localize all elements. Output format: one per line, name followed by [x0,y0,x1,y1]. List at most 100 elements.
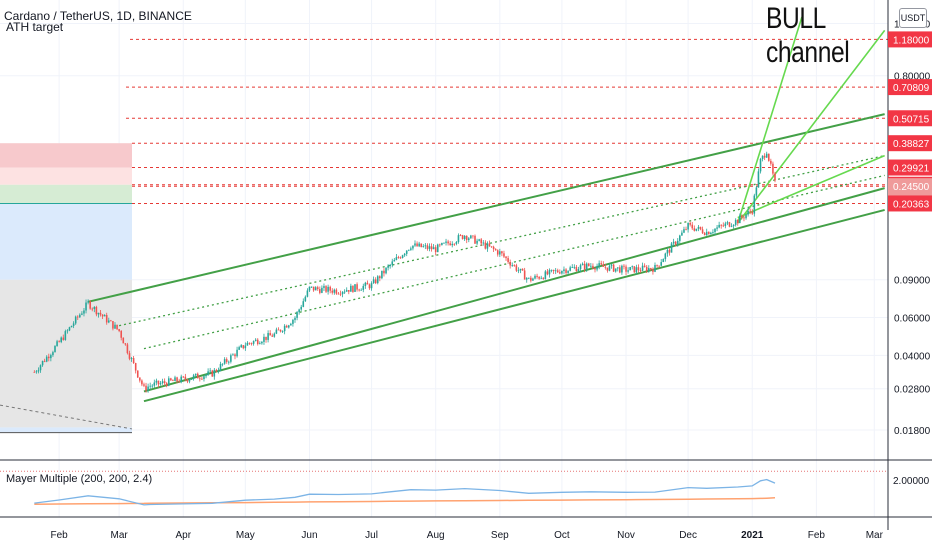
candle-body [149,385,151,387]
candle-body [341,291,344,295]
candle-body [573,266,576,268]
candle-body [407,249,410,251]
candle-body [265,336,267,340]
candle-body [314,287,317,291]
candle-body [676,240,679,245]
candle-body [625,266,627,272]
candle-body [50,355,52,359]
candle-body [227,361,230,363]
candle-body [329,286,331,291]
candle-body [470,235,472,239]
x-tick-label: Mar [866,530,884,541]
candle-body [434,247,437,253]
candle-body [567,270,569,273]
candle-body [47,356,50,359]
bull-line-3 [737,154,885,219]
x-tick-label: Sep [491,530,509,541]
candle-body [693,228,696,231]
candle-body [641,265,644,271]
y-tick-label: 0.80000 [894,72,931,83]
candle-body [689,222,691,225]
candle-body [666,249,669,254]
candle-body [190,378,193,380]
candle-body [422,246,425,248]
candle-body [163,381,166,384]
candle-body [354,284,356,292]
y-tick-label: 0.01800 [894,426,931,437]
candle-body [285,325,288,328]
candle-body [703,233,706,235]
candle-body [93,306,96,310]
candle-body [83,310,85,314]
candle-body [240,345,243,348]
candle-body [391,261,394,265]
x-tick-label: Dec [679,530,697,541]
zone-blue [0,203,132,280]
candle-body [585,263,588,270]
candle-body [306,290,309,297]
x-tick-label: Mar [111,530,129,541]
candle-body [652,269,654,272]
candle-body [134,363,137,371]
candle-body [310,286,313,288]
candle-body [76,316,79,318]
candle-body [614,268,617,272]
candle-body [271,335,274,337]
candle-body [298,309,300,313]
candle-body [685,229,687,231]
candle-body [85,302,87,311]
candle-body [420,243,423,248]
candle-body [749,210,751,212]
candle-body [534,275,536,279]
candle-body [443,242,445,244]
candle-body [79,314,81,318]
candle-body [389,264,391,266]
candle-body [236,349,238,357]
candle-body [136,370,139,378]
candle-body [103,315,106,317]
candle-body [45,356,48,362]
candle-body [590,265,592,267]
candle-body [660,262,663,266]
candle-body [107,320,110,323]
candle-body [569,267,571,271]
candle-body [397,257,400,258]
candle-body [387,265,389,268]
candle-body [403,253,406,256]
candle-body [499,251,501,255]
channel-upper [87,113,885,303]
candle-body [670,243,673,253]
candle-body [167,378,170,386]
candle-body [600,263,603,265]
candle-body [242,345,245,349]
candle-body [548,269,551,275]
candle-body [364,282,367,286]
candle-body [343,291,346,293]
candle-body [436,244,439,253]
candle-body [478,239,480,241]
price-tag [888,178,932,195]
currency-badge[interactable]: USDT [899,8,927,28]
candle-body [722,225,725,227]
candle-body [376,276,379,284]
candle-body [484,242,487,249]
candle-body [565,269,567,273]
candle-body [248,342,251,344]
candle-body [178,381,180,383]
candle-body [757,171,760,188]
candle-body [252,341,255,344]
candle-body [517,270,520,272]
candle-body [447,241,449,244]
candle-body [182,376,185,378]
candle-body [316,287,319,290]
candle-body [207,371,209,375]
candle-body [157,380,160,385]
candle-body [139,377,141,381]
candle-body [213,369,216,377]
candle-body [223,359,226,364]
candle-body [405,250,408,254]
bull-line-1 [736,16,803,224]
candle-body [467,238,470,240]
candle-body [681,232,683,236]
candle-body [221,363,224,365]
